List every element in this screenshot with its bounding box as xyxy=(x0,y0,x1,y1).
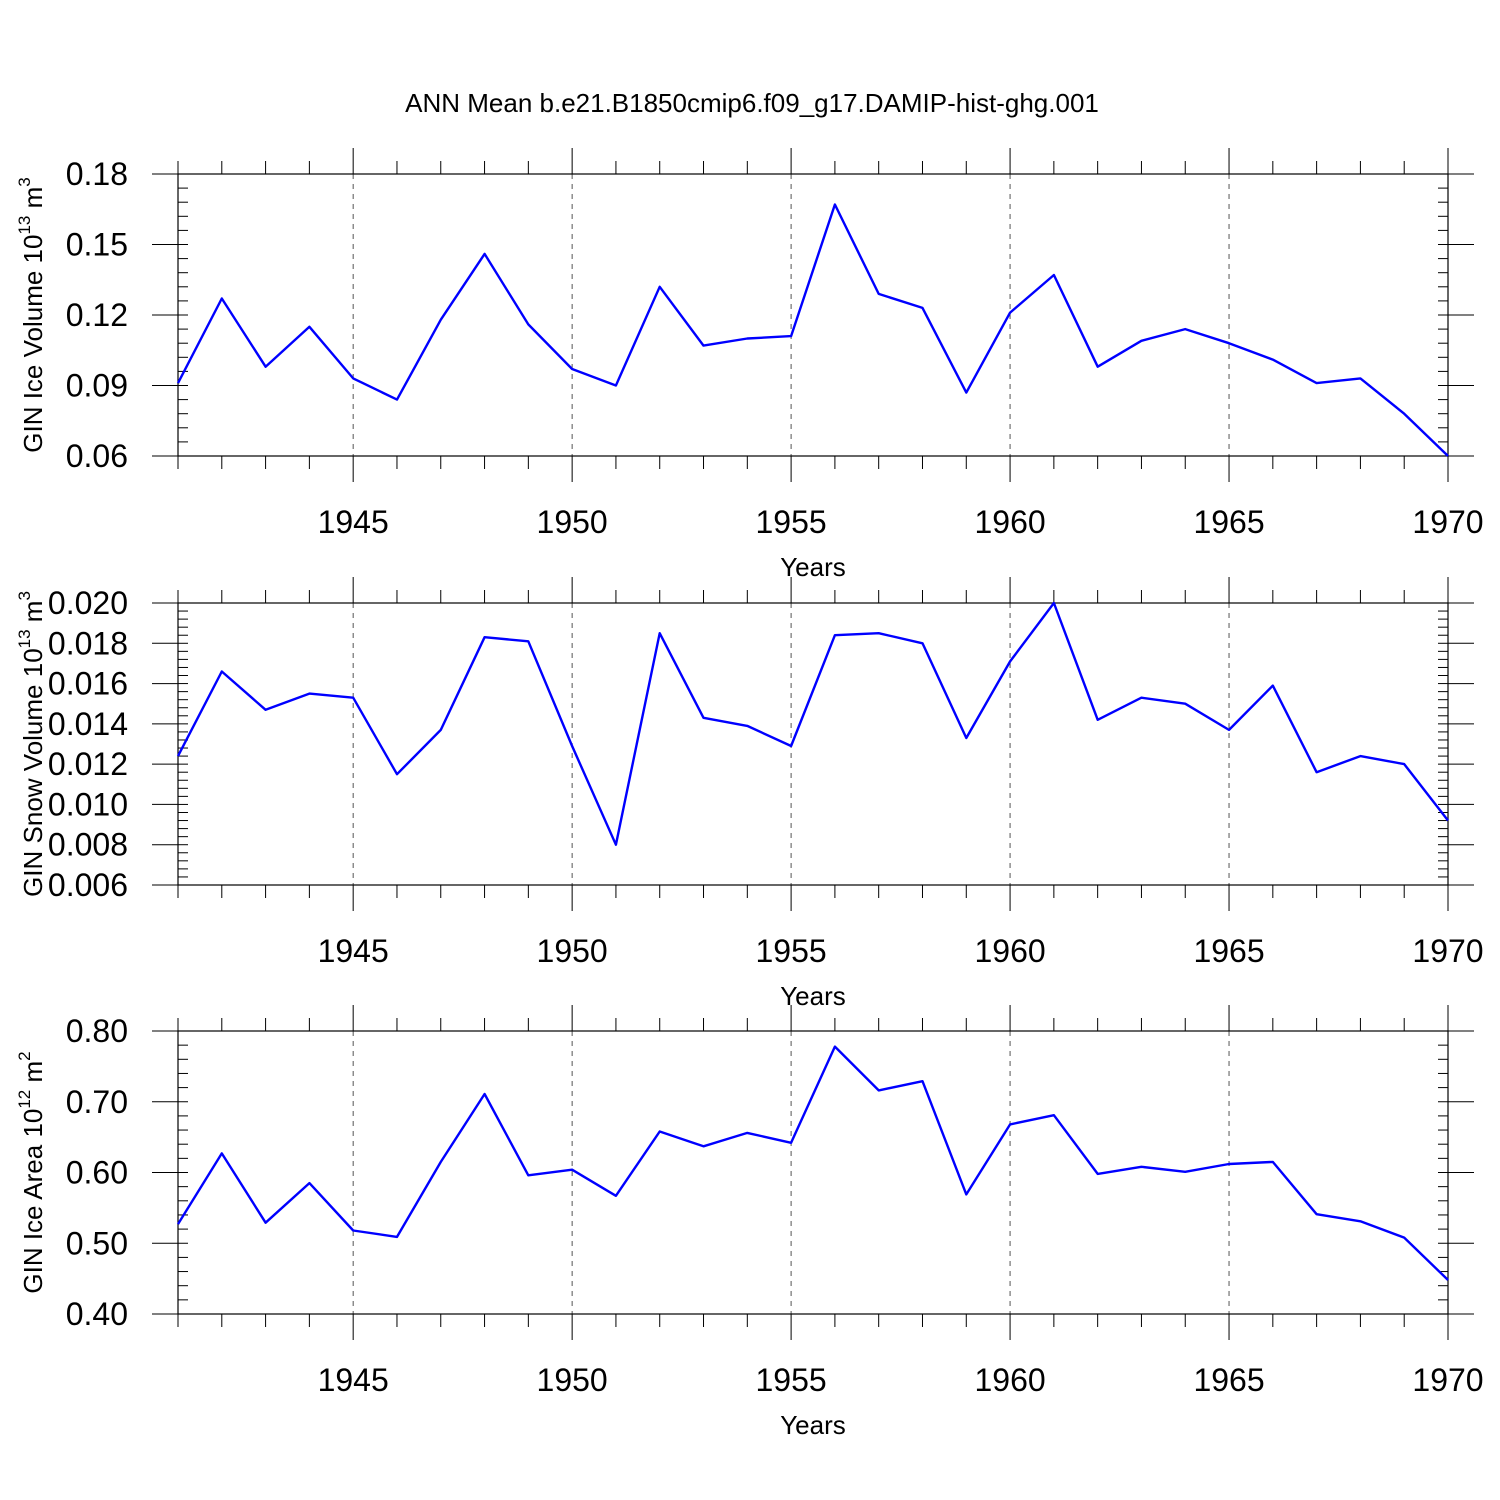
x-tick-label: 1965 xyxy=(1193,504,1264,540)
y-axis-label: GIN Ice Area 1012 m2 xyxy=(15,1051,48,1293)
y-tick-label: 0.50 xyxy=(66,1225,128,1261)
x-axis-label: Years xyxy=(780,981,846,1011)
y-axis-label: GIN Snow Volume 1013 m3 xyxy=(15,591,48,897)
y-tick-label: 0.008 xyxy=(48,827,128,863)
x-tick-label: 1970 xyxy=(1412,1362,1483,1398)
x-tick-label: 1950 xyxy=(537,504,608,540)
plot-frame xyxy=(177,1030,1449,1315)
y-tick-label: 0.020 xyxy=(48,585,128,621)
y-tick-label: 0.09 xyxy=(66,368,128,404)
x-tick-label: 1960 xyxy=(974,1362,1045,1398)
plot-frame xyxy=(177,173,1449,457)
x-tick-label: 1955 xyxy=(756,933,827,969)
series-line xyxy=(176,1045,1449,1281)
y-tick-label: 0.60 xyxy=(66,1155,128,1191)
y-tick-label: 0.018 xyxy=(48,625,128,661)
x-tick-label: 1945 xyxy=(318,504,389,540)
y-tick-label: 0.80 xyxy=(66,1013,128,1049)
y-tick-label: 0.06 xyxy=(66,438,128,474)
x-tick-label: 1960 xyxy=(974,933,1045,969)
x-tick-label: 1950 xyxy=(537,1362,608,1398)
x-tick-label: 1965 xyxy=(1193,933,1264,969)
y-tick-label: 0.12 xyxy=(66,297,128,333)
x-tick-label: 1955 xyxy=(756,1362,827,1398)
y-tick-label: 0.016 xyxy=(48,666,128,702)
series-line xyxy=(176,601,1449,846)
x-tick-label: 1970 xyxy=(1412,933,1483,969)
x-tick-label: 1945 xyxy=(318,933,389,969)
panel-1: 0.06 0.09 0.12 0.15 0.18 1945 1950 1955 1960 1965… xyxy=(15,148,1484,582)
y-tick-label: 0.014 xyxy=(48,706,128,742)
y-axis-label: GIN Ice Volume 1013 m3 xyxy=(15,177,48,453)
panel-3: 0.40 0.50 0.60 0.70 0.80 1945 1950 1955 1960 1965… xyxy=(15,1005,1484,1440)
series-line xyxy=(176,203,1449,457)
x-tick-label: 1965 xyxy=(1193,1362,1264,1398)
x-axis-label: Years xyxy=(780,552,846,582)
y-tick-label: 0.010 xyxy=(48,786,128,822)
y-tick-label: 0.18 xyxy=(66,156,128,192)
plot-frame xyxy=(177,602,1449,886)
x-tick-label: 1960 xyxy=(974,504,1045,540)
y-tick-label: 0.15 xyxy=(66,227,128,263)
x-tick-label: 1950 xyxy=(537,933,608,969)
y-tick-label: 0.40 xyxy=(66,1296,128,1332)
y-tick-label: 0.012 xyxy=(48,746,128,782)
x-tick-label: 1955 xyxy=(756,504,827,540)
x-tick-label: 1945 xyxy=(318,1362,389,1398)
x-tick-label: 1970 xyxy=(1412,504,1483,540)
x-axis-label: Years xyxy=(780,1410,846,1440)
chart-title: ANN Mean b.e21.B1850cmip6.f09_g17.DAMIP-… xyxy=(405,88,1099,118)
panel-2: 0.006 0.008 0.010 0.012 0.014 0.016 0.018 0.020… xyxy=(15,577,1484,1011)
y-tick-label: 0.70 xyxy=(66,1084,128,1120)
y-tick-label: 0.006 xyxy=(48,867,128,903)
